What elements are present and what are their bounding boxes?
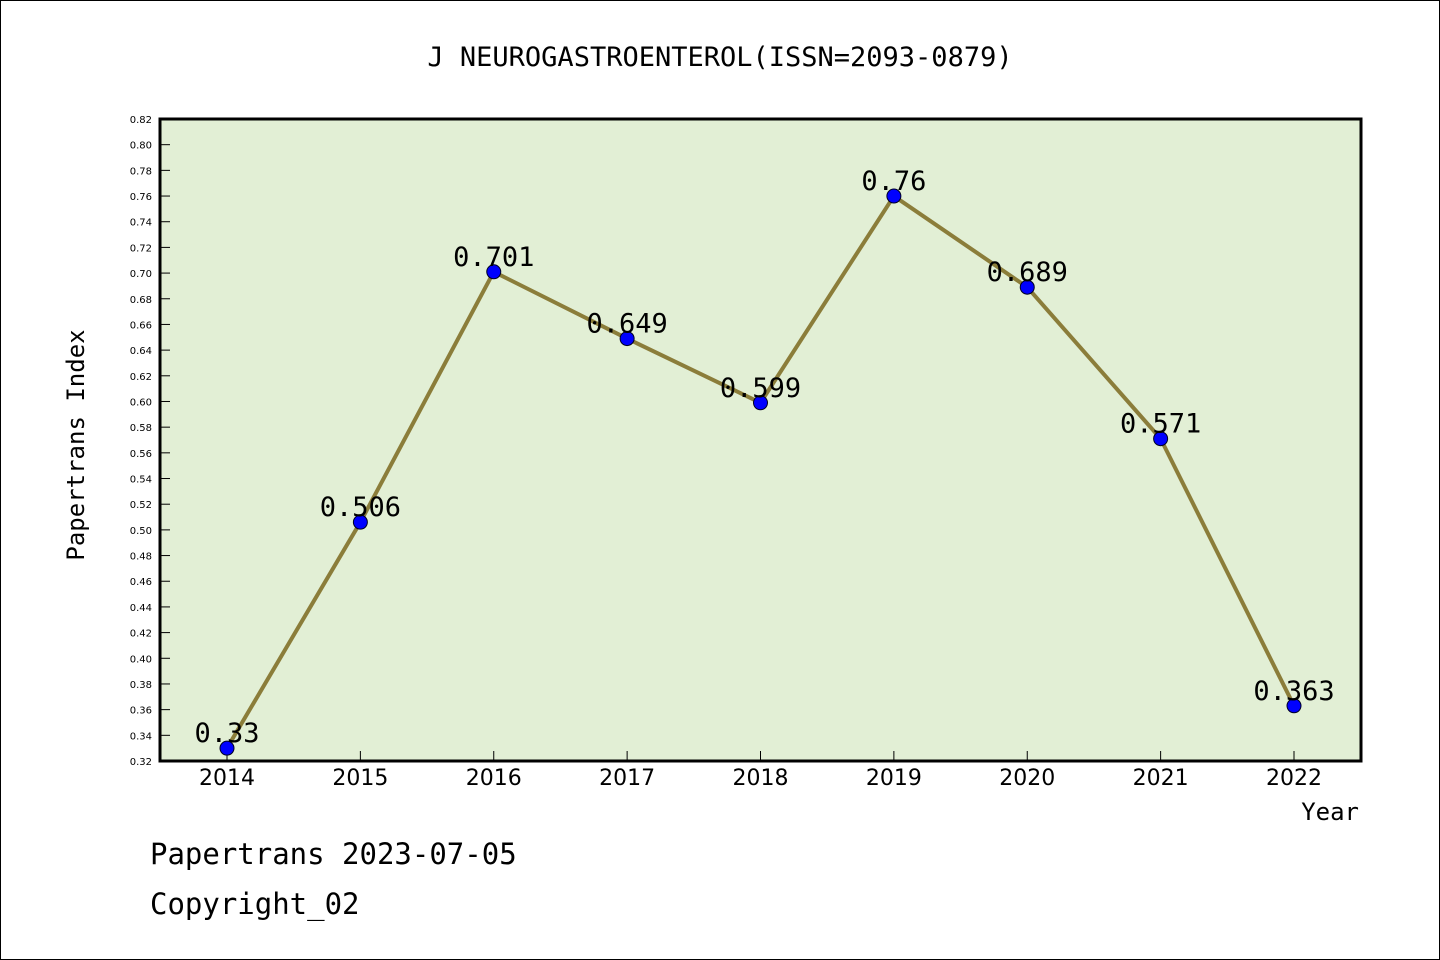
y-tick-label: 0.42 bbox=[130, 629, 152, 640]
y-tick-label: 0.60 bbox=[130, 397, 152, 408]
y-tick-label: 0.48 bbox=[130, 552, 152, 563]
data-point bbox=[1019, 279, 1035, 295]
y-tick-label: 0.72 bbox=[130, 243, 152, 254]
x-tick-label: 2018 bbox=[733, 766, 789, 791]
y-tick-label: 0.70 bbox=[130, 269, 152, 280]
y-tick-label: 0.62 bbox=[130, 372, 152, 383]
x-tick-label: 2021 bbox=[1133, 766, 1189, 791]
x-tick-label: 2022 bbox=[1266, 766, 1322, 791]
y-tick-label: 0.58 bbox=[130, 423, 152, 434]
y-tick-label: 0.80 bbox=[130, 141, 152, 152]
data-point bbox=[1286, 698, 1302, 714]
y-tick-label: 0.46 bbox=[130, 577, 152, 588]
y-tick-label: 0.56 bbox=[130, 449, 152, 460]
y-tick-label: 0.44 bbox=[130, 603, 152, 614]
y-tick-label: 0.52 bbox=[130, 500, 152, 511]
x-axis-label: Year bbox=[1301, 798, 1359, 826]
data-label: 0.599 bbox=[720, 373, 801, 404]
y-tick-label: 0.50 bbox=[130, 526, 152, 537]
y-tick-label: 0.64 bbox=[130, 346, 152, 357]
footer-date: Papertrans 2023-07-05 bbox=[150, 837, 517, 871]
y-axis-label: Papertrans Index bbox=[62, 329, 90, 560]
data-point bbox=[753, 395, 768, 411]
y-tick-label: 0.74 bbox=[130, 218, 152, 229]
y-tick-label: 0.32 bbox=[130, 757, 152, 768]
data-label: 0.701 bbox=[453, 242, 534, 273]
y-tick-label: 0.36 bbox=[130, 706, 152, 717]
x-tick-label: 2017 bbox=[599, 766, 655, 791]
data-point bbox=[886, 188, 902, 204]
y-tick-label: 0.34 bbox=[130, 731, 152, 742]
data-label: 0.363 bbox=[1253, 676, 1334, 707]
data-label: 0.689 bbox=[987, 257, 1068, 288]
y-tick-label: 0.76 bbox=[130, 192, 152, 203]
y-tick-label: 0.68 bbox=[130, 295, 152, 306]
data-point bbox=[1153, 431, 1169, 447]
y-tick-label: 0.78 bbox=[130, 166, 152, 177]
y-tick-label: 0.40 bbox=[130, 654, 152, 665]
chart-title: J NEUROGASTROENTEROL(ISSN=2093-0879) bbox=[427, 42, 1012, 73]
x-tick-label: 2015 bbox=[332, 766, 388, 791]
plot-area bbox=[158, 117, 1363, 763]
y-tick-label: 0.66 bbox=[130, 320, 152, 331]
y-tick-label: 0.82 bbox=[130, 115, 152, 126]
data-point bbox=[219, 740, 235, 756]
data-label: 0.649 bbox=[586, 309, 667, 340]
x-tick-label: 2019 bbox=[866, 766, 922, 791]
data-label: 0.76 bbox=[861, 166, 926, 197]
data-series bbox=[219, 188, 1302, 756]
x-axis: 2014 2015 2016 2017 2018 2019 2020 2021 2022 bbox=[199, 751, 1322, 791]
y-tick-label: 0.38 bbox=[130, 680, 152, 691]
data-label: 0.33 bbox=[194, 718, 259, 749]
y-tick-label: 0.54 bbox=[130, 475, 152, 486]
data-label: 0.506 bbox=[320, 492, 401, 523]
x-tick-label: 2016 bbox=[466, 766, 522, 791]
data-point bbox=[619, 331, 635, 347]
data-point bbox=[352, 514, 368, 530]
data-point bbox=[486, 264, 502, 280]
x-tick-label: 2020 bbox=[999, 766, 1055, 791]
data-label: 0.571 bbox=[1120, 409, 1201, 440]
value-labels: 0.33 0.506 0.701 0.649 0.599 0.76 0.689 0.571 0.… bbox=[194, 166, 1334, 749]
x-tick-label: 2014 bbox=[199, 766, 255, 791]
footer-copyright: Copyright_02 bbox=[150, 887, 360, 922]
y-axis: 0.32 0.34 0.36 0.38 0.40 0.42 0.44 0.46 0.48 0.50… bbox=[130, 115, 170, 768]
